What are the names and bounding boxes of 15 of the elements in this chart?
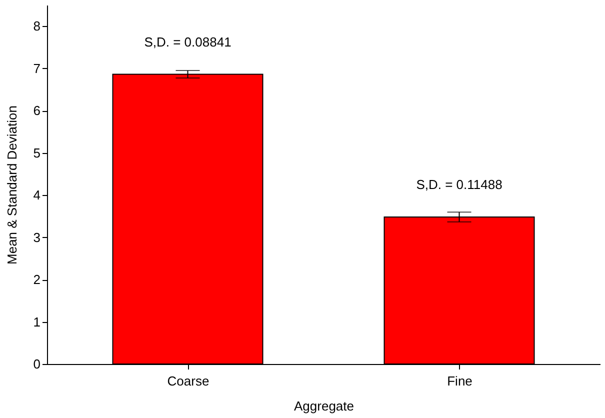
y-tick-label: 4	[33, 188, 40, 203]
x-tick-label: Coarse	[167, 374, 210, 388]
y-tick-label: 7	[33, 60, 40, 76]
y-tick-label: 3	[33, 230, 40, 245]
y-tick-label: 1	[33, 314, 40, 330]
y-tick-label: 5	[33, 145, 40, 160]
annotation: S,D. = 0.08841	[144, 34, 232, 50]
y-tick-label: 0	[33, 356, 40, 372]
x-tick-label: Fine	[447, 374, 472, 388]
x-axis-title: Aggregate	[294, 398, 354, 414]
y-tick-label: 6	[33, 103, 40, 118]
y-tick-label: 2	[33, 272, 40, 288]
annotation: S,D. = 0.11488	[416, 177, 502, 192]
y-axis-title: Mean & Standard Deviation	[4, 106, 20, 264]
y-tick-label: 8	[33, 18, 40, 34]
